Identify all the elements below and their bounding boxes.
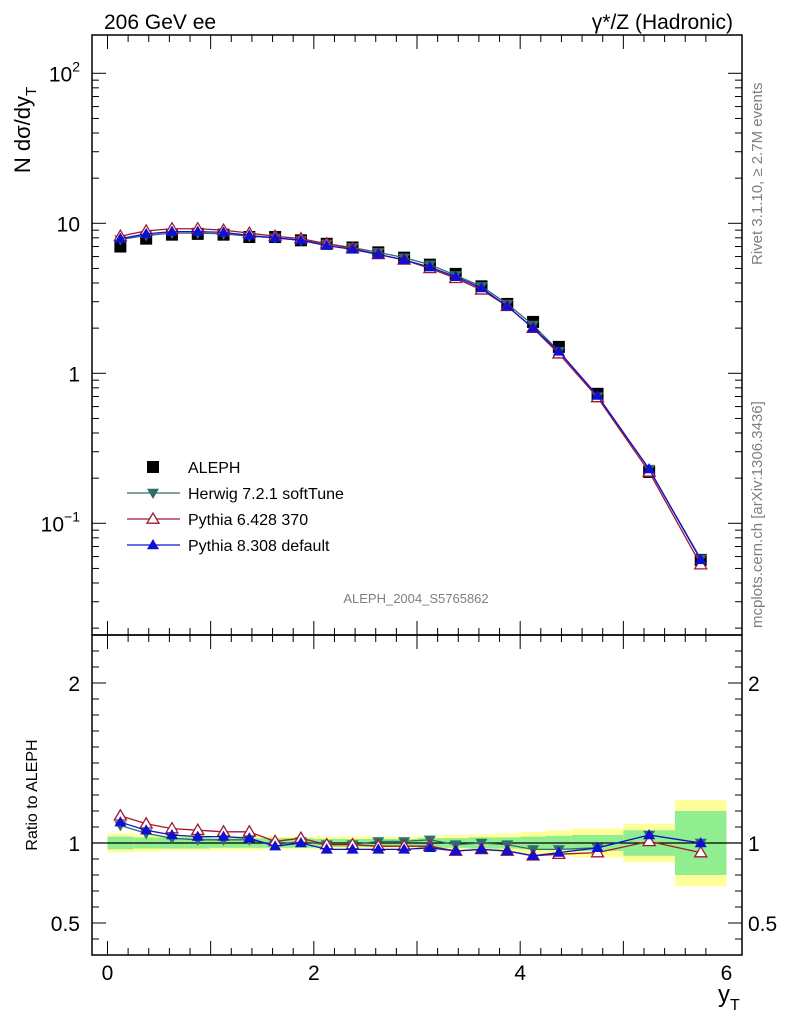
ratio-xlabel-text: y: [718, 981, 730, 1008]
ratio-point-pythia-8-308-default: [140, 824, 153, 835]
ratio-point-pythia-8-308-default: [346, 843, 359, 854]
ratio-ytick-label-right: 1: [748, 833, 760, 856]
main-point-pythia-8-308-default: [552, 345, 565, 356]
main-ytick-label-base: 1: [68, 363, 80, 386]
main-point-pythia-8-308-default: [449, 270, 462, 281]
main-point-pythia-8-308-default: [269, 231, 282, 243]
main-point-pythia-8-308-default: [140, 227, 153, 239]
main-point-pythia-8-308-default: [191, 225, 204, 236]
legend-marker-aleph: [147, 461, 159, 473]
main-ytick-label: 10−1: [41, 508, 81, 536]
header-left-label: 206 GeV ee: [104, 11, 216, 34]
main-point-pythia-8-308-default: [527, 322, 540, 333]
main-point-pythia-8-308-default: [372, 248, 385, 259]
ratio-xlabel: yT: [718, 981, 740, 1014]
legend-label-pythia-8-308-default: Pythia 8.308 default: [188, 538, 330, 555]
ratio-xtick-label: 0: [102, 962, 114, 985]
header-right-label: γ*/Z (Hadronic): [592, 11, 733, 34]
ratio-point-pythia-8-308-default: [165, 829, 178, 840]
legend-label-pythia-6-428-370: Pythia 6.428 370: [188, 512, 308, 529]
analysis-label: ALEPH_2004_S5765862: [343, 591, 488, 606]
main-ytick-label-base: 10: [57, 213, 80, 236]
main-series-line-herwig-7-2-1-softtune: [120, 232, 702, 560]
ratio-ylabel: Ratio to ALEPH: [24, 739, 41, 850]
main-ytick-label-exp: −1: [64, 508, 80, 524]
legend: ALEPH Herwig 7.2.1 softTune Pythia 6.428 3…: [127, 460, 344, 555]
ratio-point-pythia-8-308-default: [372, 843, 385, 854]
ratio-point-pythia-6-428-370: [693, 845, 708, 858]
rivet-version-label: Rivet 3.1.10, ≥ 2.7M events: [749, 83, 766, 266]
legend-marker-herwig-7-2-1-softtune: [147, 488, 159, 499]
ratio-point-pythia-8-308-default: [398, 843, 411, 854]
ratio-ytick-label-left: 1: [68, 833, 80, 856]
legend-marker-pythia-6-428-370: [145, 511, 161, 524]
main-point-pythia-8-308-default: [643, 463, 656, 474]
ratio-axis-ticks: 0.5 0.5 1 1 2 2 0 2 4 6: [51, 635, 777, 985]
ratio-point-pythia-8-308-default: [643, 829, 656, 840]
ratio-point-pythia-8-308-default: [114, 816, 127, 827]
main-point-aleph: [114, 240, 127, 253]
ratio-ytick-label-left: 2: [68, 673, 80, 696]
main-point-pythia-8-308-default: [694, 553, 707, 565]
main-point-pythia-8-308-default: [398, 253, 411, 265]
main-point-pythia-8-308-default: [320, 239, 333, 250]
ratio-point-pythia-8-308-default: [694, 837, 707, 848]
main-point-pythia-8-308-default: [475, 282, 488, 293]
main-ylabel-text: N dσ/dy: [10, 96, 35, 173]
main-ytick-label-base: 10: [49, 63, 72, 86]
ratio-plot-frame: [91, 634, 743, 956]
ratio-series-layer: [113, 808, 708, 861]
main-point-pythia-8-308-default: [243, 229, 256, 240]
main-point-pythia-8-308-default: [346, 243, 359, 254]
ratio-point-pythia-6-428-370: [642, 834, 657, 847]
main-series-layer: [113, 221, 708, 570]
main-point-pythia-8-308-default: [165, 225, 178, 236]
ratio-point-pythia-8-308-default: [423, 841, 436, 852]
main-point-pythia-8-308-default: [294, 234, 307, 245]
ratio-point-pythia-8-308-default: [269, 840, 282, 851]
ratio-ytick-label-left: 0.5: [51, 913, 80, 936]
header-right-text: γ*/Z (Hadronic): [592, 11, 733, 34]
ratio-point-pythia-8-308-default: [591, 841, 604, 852]
ratio-point-pythia-8-308-default: [217, 830, 230, 841]
main-point-pythia-8-308-default: [591, 389, 604, 400]
ratio-point-pythia-8-308-default: [191, 830, 204, 841]
ratio-xtick-label: 2: [308, 962, 320, 985]
ratio-point-pythia-8-308-default: [294, 837, 307, 848]
ratio-point-pythia-8-308-default: [243, 832, 256, 843]
ratio-point-pythia-8-308-default: [527, 849, 540, 860]
main-ylabel: N dσ/dyT: [10, 87, 40, 173]
legend-label-aleph: ALEPH: [188, 460, 240, 477]
ratio-point-pythia-8-308-default: [552, 846, 565, 857]
legend-marker-pythia-8-308-default: [147, 539, 159, 550]
ratio-point-pythia-8-308-default: [320, 843, 333, 854]
legend-label-herwig-7-2-1-softtune: Herwig 7.2.1 softTune: [188, 486, 344, 503]
ratio-point-pythia-8-308-default: [501, 845, 514, 856]
ratio-xtick-label: 6: [721, 962, 733, 985]
ratio-xlabel-sub: T: [730, 997, 740, 1014]
ratio-point-pythia-8-308-default: [449, 845, 462, 856]
main-point-pythia-8-308-default: [114, 232, 127, 243]
mcplots-label: mcplots.cern.ch [arXiv:1306.3436]: [749, 401, 766, 628]
ratio-xtick-label: 4: [514, 962, 526, 985]
main-series-line-pythia-8-308-default: [120, 230, 702, 561]
main-ytick-label-exp: 2: [72, 58, 80, 74]
main-ylabel-sub: T: [23, 87, 40, 96]
ratio-point-pythia-8-308-default: [475, 843, 488, 854]
main-ytick-label: 10: [57, 213, 80, 236]
ratio-ytick-label-right: 2: [748, 673, 760, 696]
main-point-pythia-8-308-default: [423, 261, 436, 272]
main-ytick-label-base: 10: [41, 513, 64, 536]
main-ytick-label: 1: [68, 363, 80, 386]
main-point-pythia-8-308-default: [501, 300, 514, 311]
ratio-ytick-label-right: 0.5: [748, 913, 777, 936]
main-point-pythia-8-308-default: [217, 226, 230, 237]
main-ytick-label: 102: [49, 58, 80, 86]
